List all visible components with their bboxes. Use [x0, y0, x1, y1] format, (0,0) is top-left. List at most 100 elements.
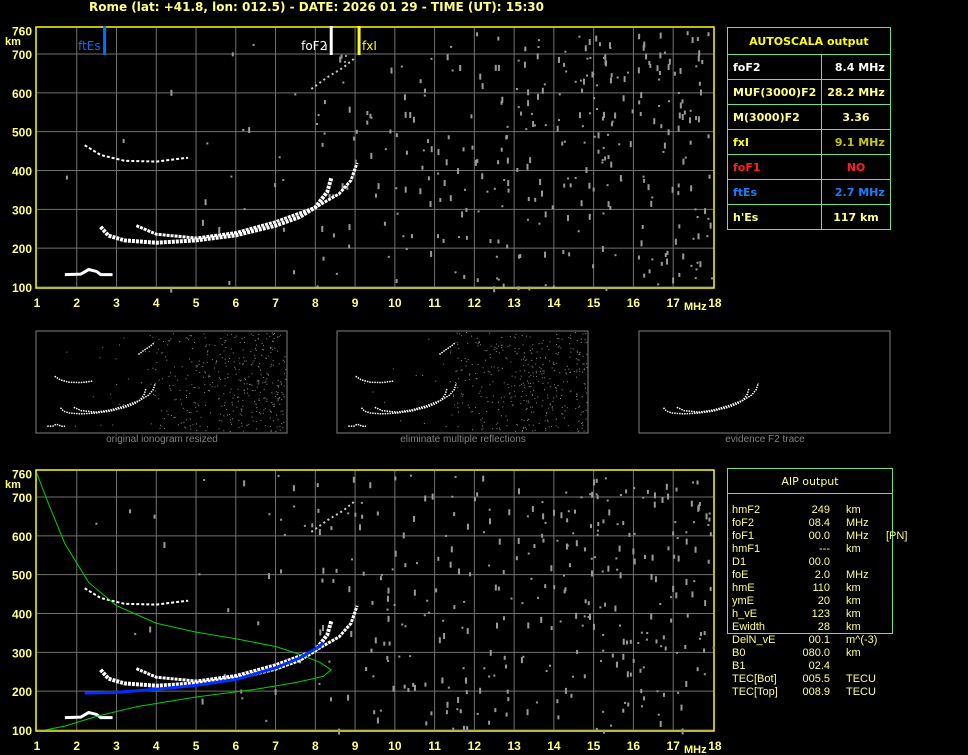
- thumbnail-noise: [273, 420, 275, 422]
- noise-dot: [626, 71, 629, 74]
- thumbnail-noise: [521, 359, 523, 361]
- noise-dot: [503, 178, 506, 181]
- freq-unit-label: MHz: [684, 301, 707, 313]
- thumbnail-noise: [531, 393, 533, 395]
- thumbnail-noise: [238, 427, 240, 429]
- thumbnail-noise: [195, 406, 197, 408]
- noise-dot: [442, 238, 445, 243]
- noise-dot: [400, 65, 403, 68]
- noise-dot: [517, 537, 520, 544]
- aip-output-panel: AIP output: [727, 468, 893, 634]
- thumbnail-noise: [586, 341, 588, 343]
- noise-dot: [695, 65, 698, 68]
- thumbnail-noise: [155, 369, 157, 371]
- thumbnail-noise: [209, 375, 211, 377]
- noise-dot: [316, 483, 319, 488]
- noise-dot: [667, 100, 670, 103]
- noise-dot: [696, 261, 699, 264]
- noise-dot: [615, 557, 618, 560]
- thumbnail-noise: [224, 378, 226, 380]
- aip-row: TEC[Top] 008.9 TECU: [732, 686, 907, 699]
- thumbnail-noise: [283, 396, 285, 398]
- thumbnail-noise: [241, 414, 243, 416]
- noise-dot: [473, 497, 476, 502]
- thumbnail-noise: [152, 336, 154, 338]
- noise-dot: [629, 672, 632, 677]
- thumbnail-trace: [54, 375, 93, 384]
- thumbnail-noise: [498, 370, 500, 372]
- noise-dot: [353, 136, 356, 141]
- thumbnail-noise: [230, 421, 232, 423]
- thumbnail-noise: [254, 354, 256, 356]
- freq-tick-label: 12: [468, 296, 482, 310]
- thumbnail-noise: [205, 344, 207, 346]
- thumbnail-noise: [582, 333, 584, 335]
- noise-dot: [567, 177, 570, 180]
- thumbnail-noise: [207, 390, 209, 392]
- aip-value: 005.5: [802, 673, 830, 685]
- noise-dot: [666, 250, 669, 255]
- thumbnail-noise: [250, 351, 252, 353]
- thumbnail-noise: [204, 337, 206, 339]
- noise-dot: [523, 61, 526, 68]
- aip-unit: km: [846, 647, 861, 659]
- thumbnail-noise: [281, 392, 283, 394]
- thumbnail-noise: [585, 409, 587, 411]
- noise-dot: [462, 147, 465, 152]
- thumbnail-noise: [272, 349, 274, 351]
- thumbnail-noise: [492, 428, 494, 430]
- noise-dot: [540, 616, 543, 623]
- noise-dot: [510, 597, 513, 600]
- thumbnail-noise: [527, 382, 529, 384]
- thumbnail-noise: [150, 383, 152, 385]
- thumbnail-noise: [553, 397, 555, 399]
- thumbnail-noise: [564, 410, 566, 412]
- thumbnail-noise: [486, 397, 488, 399]
- es-trace: [64, 710, 113, 720]
- thumbnail-noise: [264, 397, 266, 399]
- thumbnail-noise: [530, 406, 532, 408]
- noise-dot: [495, 622, 498, 629]
- thumbnail-noise: [464, 358, 466, 360]
- thumbnail-noise: [282, 393, 284, 395]
- noise-dot: [597, 132, 600, 139]
- thumbnail-noise: [175, 398, 177, 400]
- thumbnail-noise: [272, 364, 274, 366]
- thumbnail-noise: [583, 383, 585, 385]
- aip-param: hmF1: [732, 543, 761, 555]
- noise-dot: [667, 64, 670, 71]
- noise-dot: [461, 626, 464, 629]
- noise-dot: [583, 141, 586, 144]
- thumbnail-noise: [169, 385, 171, 387]
- thumbnail-noise: [209, 390, 211, 392]
- noise-dot: [575, 540, 578, 547]
- noise-dot: [566, 215, 569, 222]
- noise-dot: [489, 649, 492, 656]
- thumbnail-noise: [277, 400, 279, 402]
- noise-dot: [319, 629, 322, 636]
- thumbnail-noise: [477, 345, 479, 347]
- noise-dot: [660, 261, 663, 266]
- noise-dot: [450, 546, 453, 553]
- thumbnail-noise: [553, 363, 555, 365]
- thumbnail-noise: [457, 407, 459, 409]
- thumbnail-noise: [502, 349, 504, 351]
- thumbnail-noise: [566, 407, 568, 409]
- noise-dot: [552, 285, 555, 288]
- thumbnail-noise: [456, 370, 458, 372]
- noise-dot: [685, 680, 688, 687]
- noise-dot: [556, 539, 559, 542]
- noise-dot: [427, 176, 430, 181]
- noise-dot: [578, 35, 581, 38]
- thumbnail-noise: [225, 340, 227, 342]
- thumbnail-noise: [522, 429, 524, 431]
- thumbnail-noise: [271, 364, 273, 366]
- thumbnail-noise: [148, 351, 150, 353]
- noise-dot: [690, 500, 693, 507]
- noise-dot: [603, 111, 606, 118]
- thumbnail-noise: [215, 362, 217, 364]
- aip-value: 249: [811, 504, 830, 516]
- noise-dot: [682, 158, 685, 165]
- noise-dot: [405, 247, 408, 250]
- noise-dot: [344, 54, 347, 57]
